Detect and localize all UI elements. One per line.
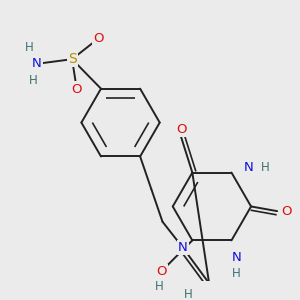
Text: H: H [261, 161, 269, 174]
Text: N: N [178, 241, 188, 254]
Text: H: H [232, 267, 241, 280]
Text: H: H [154, 280, 163, 293]
Text: O: O [156, 265, 167, 278]
Text: N: N [32, 57, 41, 70]
Text: H: H [28, 74, 37, 87]
Text: O: O [176, 123, 186, 136]
Text: N: N [243, 161, 253, 174]
Text: O: O [71, 82, 82, 95]
Text: S: S [68, 52, 76, 66]
Text: N: N [231, 251, 241, 264]
Text: H: H [25, 40, 34, 54]
Text: O: O [93, 32, 104, 45]
Text: H: H [184, 288, 193, 300]
Text: O: O [281, 205, 292, 218]
